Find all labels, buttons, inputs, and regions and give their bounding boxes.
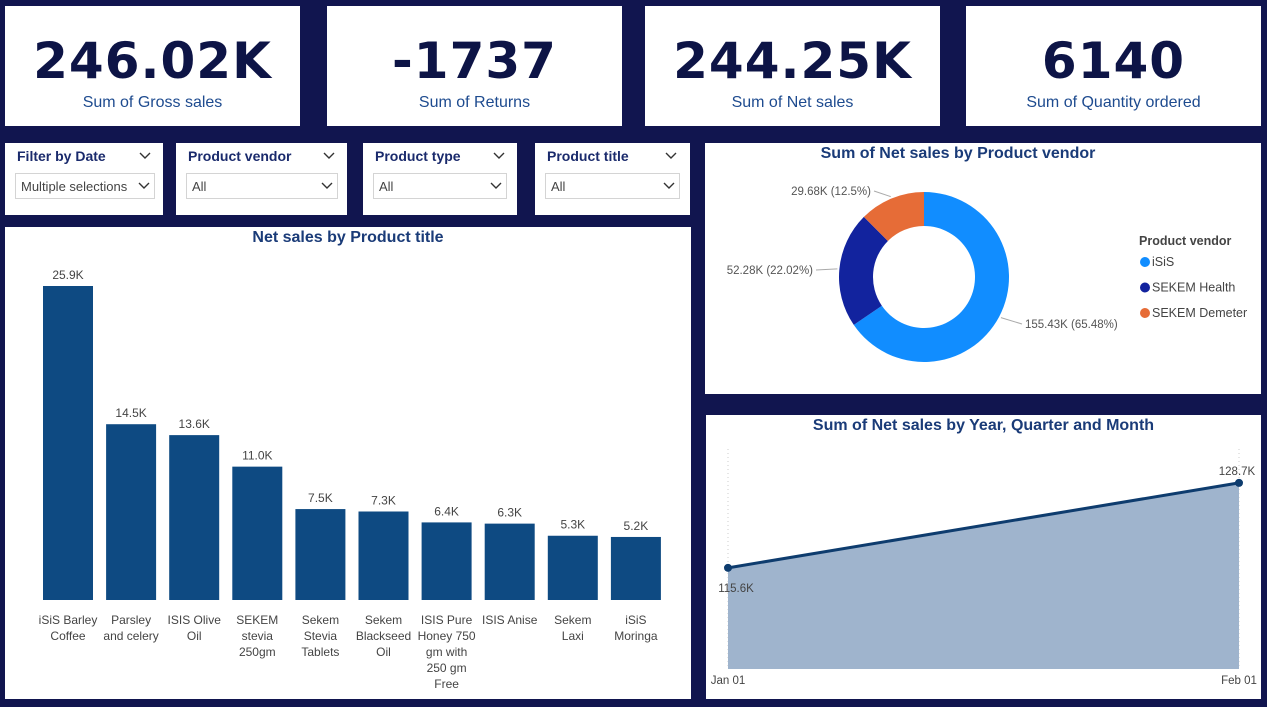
bar-data-label: 13.6K: [179, 417, 210, 431]
leader-line: [1000, 317, 1023, 325]
legend-item[interactable]: SEKEM Health: [1152, 281, 1235, 295]
bar[interactable]: [169, 435, 220, 600]
bar-data-label: 6.4K: [434, 504, 459, 518]
chevron-down-icon: [138, 182, 150, 189]
slicer-value: All: [551, 179, 566, 194]
kpi-label: Sum of Quantity ordered: [1026, 94, 1201, 111]
bar[interactable]: [610, 536, 661, 600]
data-point[interactable]: [724, 563, 732, 572]
slicer-value: All: [192, 179, 207, 194]
donut-chart: 155.43K (65.48%) 52.28K (22.02%) 29.68K (1…: [727, 186, 1247, 362]
slice-data-label: 52.28K (22.02%): [727, 265, 813, 277]
kpi-value: -1737: [392, 32, 557, 90]
kpi-card-quantity: 6140 Sum of Quantity ordered: [966, 6, 1261, 126]
collapse-chevron-icon[interactable]: [139, 152, 151, 160]
x-tick-label: Sekem Blackseed Oil: [356, 613, 411, 659]
kpi-card-returns: -1737 Sum of Returns: [327, 6, 622, 126]
slicer-product-type[interactable]: Product type All: [363, 143, 517, 215]
bar[interactable]: [106, 424, 157, 600]
kpi-label: Sum of Net sales: [731, 94, 854, 111]
slicer-title: Product type: [375, 148, 461, 164]
bar-data-label: 11.0K: [242, 449, 272, 463]
bar-data-label: 7.3K: [371, 493, 396, 507]
kpi-label: Sum of Gross sales: [82, 94, 223, 111]
bar-chart-card: Net sales by Product title 25.9K iSiS Bar…: [5, 227, 691, 699]
chart-title: Sum of Net sales by Product vendor: [820, 145, 1096, 162]
x-tick-label: iSiS Barley Coffee: [39, 613, 98, 643]
x-tick-label: ISIS Pure Honey 750 gm with 250 gm Free: [418, 613, 476, 691]
collapse-chevron-icon[interactable]: [665, 152, 677, 160]
donut-slice[interactable]: [853, 192, 1009, 362]
bar-data-label: 5.2K: [624, 519, 649, 533]
chevron-down-icon: [663, 182, 675, 189]
bar-data-label: 25.9K: [52, 268, 83, 282]
slicer-dropdown[interactable]: All: [186, 173, 338, 199]
bar[interactable]: [43, 286, 93, 600]
slicer-title: Product title: [547, 148, 629, 164]
kpi-card-net-sales: 244.25K Sum of Net sales: [645, 6, 940, 126]
slicer-value: All: [379, 179, 394, 194]
chevron-down-icon: [321, 182, 333, 189]
x-tick-label: Sekem Stevia Tablets: [301, 613, 339, 659]
bar[interactable]: [295, 509, 346, 600]
bar-data-label: 7.5K: [308, 491, 333, 505]
x-tick-label: ISIS Olive Oil: [168, 613, 222, 643]
slicer-filter-by-date[interactable]: Filter by Date Multiple selections: [5, 143, 163, 215]
bar-data-label: 6.3K: [497, 506, 522, 520]
slice-data-label: 155.43K (65.48%): [1025, 319, 1118, 331]
slicer-product-vendor[interactable]: Product vendor All: [176, 143, 347, 215]
x-tick-label: Sekem Laxi: [554, 613, 591, 643]
point-data-label: 128.7K: [1219, 466, 1256, 478]
chart-title: Sum of Net sales by Year, Quarter and Mo…: [812, 417, 1155, 434]
bar[interactable]: [484, 523, 535, 600]
slicer-title: Filter by Date: [17, 148, 106, 164]
x-tick-label: iSiS Moringa: [614, 613, 658, 643]
bar[interactable]: [232, 466, 283, 600]
donut-slice[interactable]: [863, 192, 924, 241]
bar-chart: 25.9K iSiS Barley Coffee 14.5K Parsley and ce…: [39, 268, 661, 691]
legend-marker[interactable]: [1140, 282, 1150, 293]
bar-data-label: 14.5K: [115, 406, 146, 420]
legend-marker[interactable]: [1140, 308, 1150, 318]
kpi-label: Sum of Returns: [418, 94, 531, 111]
donut-slice[interactable]: [839, 216, 888, 325]
slicer-title: Product vendor: [188, 148, 292, 164]
area-chart: 115.6K 128.7K Jan 01 Feb 01: [711, 449, 1257, 687]
x-tick-label: Feb 01: [1221, 675, 1257, 687]
chart-title: Net sales by Product title: [252, 229, 444, 246]
slicer-product-title[interactable]: Product title All: [535, 143, 690, 215]
bar[interactable]: [421, 522, 472, 600]
kpi-card-gross-sales: 246.02K Sum of Gross sales: [5, 6, 300, 126]
x-tick-label: Parsley and celery: [103, 613, 158, 643]
x-tick-label: Jan 01: [711, 675, 746, 687]
point-data-label: 115.6K: [718, 583, 754, 595]
slicer-dropdown[interactable]: Multiple selections: [15, 173, 155, 199]
leader-line: [815, 268, 838, 271]
slice-data-label: 29.68K (12.5%): [791, 186, 871, 198]
x-tick-label: SEKEM stevia 250gm: [236, 613, 278, 659]
bar[interactable]: [358, 511, 409, 600]
bar[interactable]: [547, 535, 598, 600]
x-tick-label: ISIS Anise: [482, 613, 538, 627]
legend-item[interactable]: iSiS: [1152, 255, 1174, 269]
collapse-chevron-icon[interactable]: [493, 152, 505, 160]
kpi-value: 244.25K: [673, 32, 912, 90]
donut-chart-card: Sum of Net sales by Product vendor 155.4…: [705, 143, 1261, 394]
area-fill: [728, 482, 1239, 669]
slicer-dropdown[interactable]: All: [373, 173, 507, 199]
collapse-chevron-icon[interactable]: [323, 152, 335, 160]
area-chart-card: Sum of Net sales by Year, Quarter and Mo…: [706, 415, 1261, 699]
kpi-value: 246.02K: [33, 32, 272, 90]
legend-item[interactable]: SEKEM Demeter: [1152, 306, 1247, 320]
slicer-value: Multiple selections: [21, 179, 128, 194]
bar-data-label: 5.3K: [560, 518, 585, 532]
chevron-down-icon: [490, 182, 502, 189]
legend-marker[interactable]: [1140, 257, 1150, 267]
legend-title: Product vendor: [1139, 234, 1232, 248]
slicer-dropdown[interactable]: All: [545, 173, 680, 199]
kpi-value: 6140: [1041, 32, 1186, 90]
data-point[interactable]: [1235, 478, 1243, 487]
leader-line: [873, 190, 891, 198]
series-line[interactable]: [727, 481, 1240, 570]
